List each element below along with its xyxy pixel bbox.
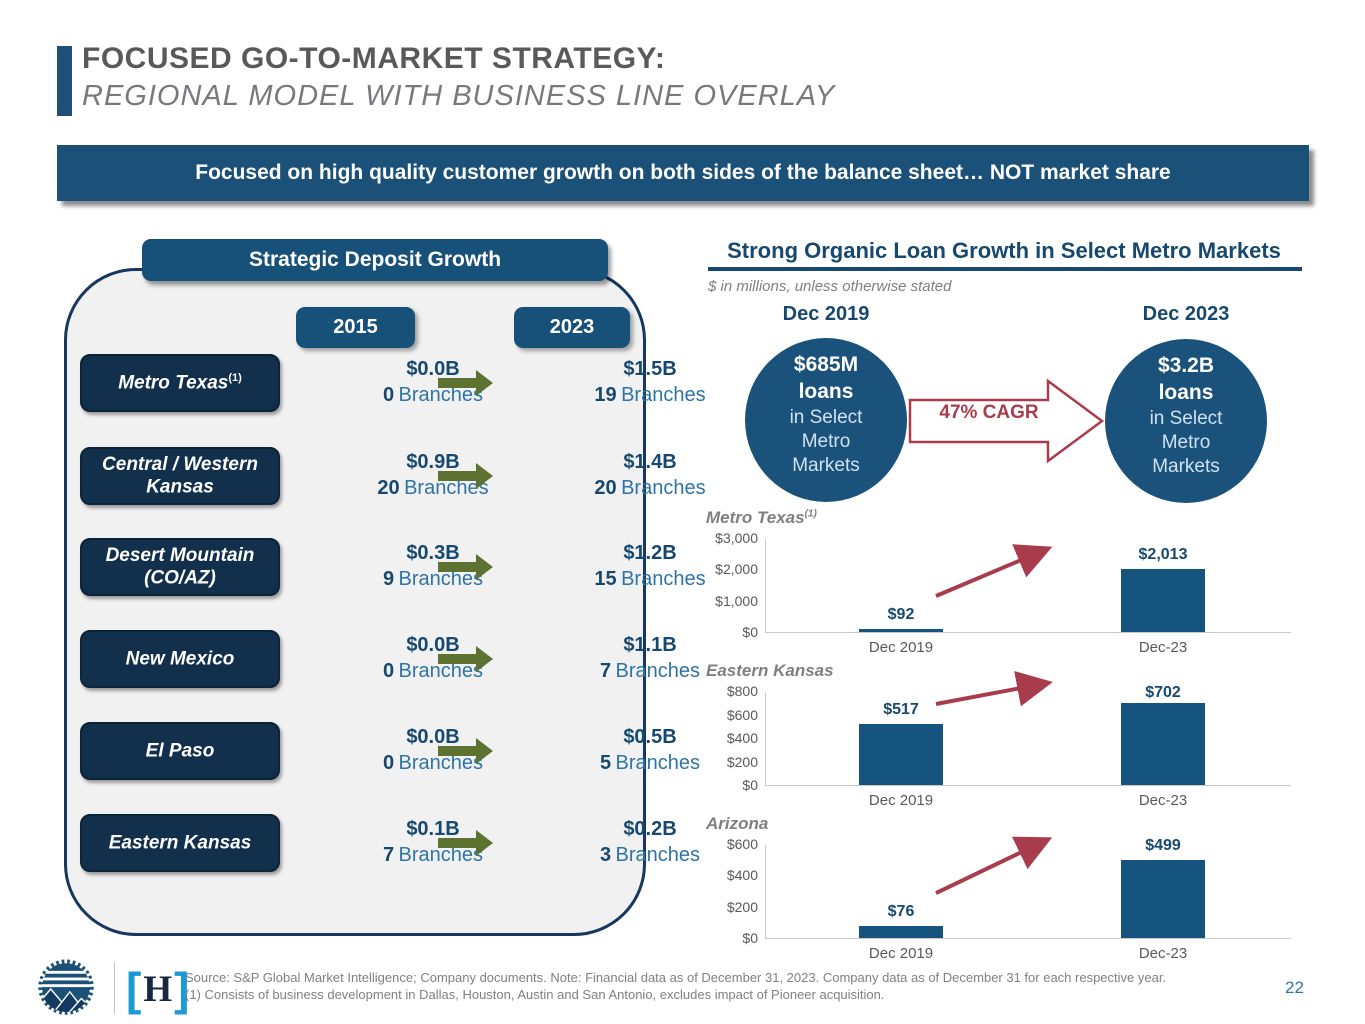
- value-2015: $0.9B 20 Branches: [377, 451, 489, 499]
- y-axis-tick: $3,000: [715, 530, 758, 546]
- loans-circle-dec-2023: $3.2B loans in Select Metro Markets: [1105, 339, 1267, 503]
- growth-arrow-icon: [438, 554, 494, 580]
- value-2023: $0.2B 3 Branches: [599, 818, 701, 866]
- x-axis-label: Dec-23: [1138, 792, 1188, 809]
- region-row-new-mexico: New Mexico $0.0B 0 Branches $1.1B 7 Bran…: [80, 630, 700, 688]
- growth-arrow-icon: [438, 463, 494, 489]
- bar-dec-2019: [859, 724, 943, 785]
- y-axis-tick: $400: [726, 867, 758, 884]
- y-axis-tick: $2,000: [715, 561, 758, 578]
- loan-growth-title-rule: [708, 267, 1302, 271]
- source-line-2: (1) Consists of business development in …: [185, 987, 885, 1002]
- y-axis-tick: $0: [742, 624, 758, 640]
- bar-value-label: $702: [1145, 684, 1181, 701]
- region-row-eastern-kansas: Eastern Kansas $0.1B 7 Branches $0.2B 3 …: [80, 814, 700, 872]
- bar-dec-2019: [859, 629, 943, 632]
- slide-subtitle: REGIONAL MODEL WITH BUSINESS LINE OVERLA…: [82, 80, 836, 112]
- bar-value-label: $517: [883, 701, 919, 719]
- region-row-desert-mountain: Desert Mountain (CO/AZ) $0.3B 9 Branches…: [80, 538, 706, 596]
- x-axis-label: Dec 2019: [868, 945, 934, 962]
- value-2023: $1.2B 15 Branches: [594, 542, 706, 590]
- value-2023: $1.1B 7 Branches: [599, 634, 701, 682]
- y-axis-tick: $800: [726, 683, 758, 699]
- bar-dec-23: [1121, 568, 1205, 632]
- trend-arrow-icon: [935, 544, 1053, 598]
- deposit-growth-header: Strategic Deposit Growth: [142, 239, 608, 281]
- column-header-2015: 2015: [296, 307, 415, 348]
- h-bracket-logo: [H]: [126, 963, 190, 1015]
- bar-dec-2019: [859, 926, 943, 938]
- units-note: $ in millions, unless otherwise stated: [708, 278, 952, 295]
- cagr-label: 47% CAGR: [939, 402, 1039, 423]
- key-message-banner: Focused on high quality customer growth …: [57, 145, 1309, 201]
- x-axis-label: Dec 2019: [868, 792, 934, 809]
- region-row-el-paso: El Paso $0.0B 0 Branches $0.5B 5 Branche…: [80, 722, 700, 780]
- chart-plot: $3,000 $2,000 $1,000 $0 $92 Dec 2019 $2,013 Dec…: [715, 530, 1291, 656]
- bar-value-label: $76: [887, 903, 915, 921]
- bar-dec-23: [1121, 859, 1205, 938]
- deposit-growth-header-label: Strategic Deposit Growth: [248, 248, 502, 271]
- chart-title: Arizona: [706, 814, 769, 833]
- region-label: Eastern Kansas: [80, 814, 280, 872]
- growth-arrow-icon: [438, 370, 494, 396]
- loan-growth-title: Strong Organic Loan Growth in Select Met…: [727, 238, 1281, 263]
- footer-logo-divider: [114, 962, 115, 1014]
- x-axis-label: Dec-23: [1138, 945, 1188, 962]
- y-axis-tick: $0: [742, 777, 758, 793]
- region-row-metro-texas: Metro Texas(1) $0.0B 0 Branches $1.5B 19…: [80, 354, 706, 412]
- value-2015: $0.0B 0 Branches: [382, 726, 484, 774]
- bar-value-label: $2,013: [1138, 545, 1188, 563]
- bar-dec-23: [1121, 702, 1205, 785]
- growth-arrow-icon: [438, 830, 494, 856]
- y-axis-tick: $0: [742, 930, 758, 946]
- growth-arrow-icon: [438, 646, 494, 672]
- cagr-arrow-icon: [908, 378, 1105, 464]
- x-axis-label: Dec-23: [1138, 639, 1188, 656]
- value-2023: $1.4B 20 Branches: [594, 451, 706, 499]
- region-label: Central / Western Kansas: [80, 447, 280, 505]
- y-axis-tick: $200: [726, 753, 758, 770]
- y-axis-tick: $200: [726, 898, 758, 915]
- growth-arrow-icon: [438, 738, 494, 764]
- source-note: Source: S&P Global Market Intelligence; …: [185, 969, 1245, 1003]
- period-label-dec-2019: Dec 2019: [782, 303, 870, 325]
- region-row-central-western-kansas: Central / Western Kansas $0.9B 20 Branch…: [80, 447, 706, 505]
- page-number: 22: [1285, 978, 1304, 997]
- region-label: New Mexico: [80, 630, 280, 688]
- y-axis-tick: $600: [726, 706, 758, 723]
- value-2023: $1.5B 19 Branches: [594, 358, 706, 406]
- region-label: Metro Texas(1): [80, 354, 280, 412]
- slide-title: FOCUSED GO-TO-MARKET STRATEGY:: [82, 42, 666, 75]
- bar-value-label: $92: [887, 606, 915, 623]
- region-label: Desert Mountain (CO/AZ): [80, 538, 280, 596]
- value-2015: $0.0B 0 Branches: [382, 358, 484, 406]
- chart-arizona: Arizona $600 $400 $200 $0 $76 Dec 2019 $499 Dec…: [706, 814, 1306, 966]
- region-label: El Paso: [80, 722, 280, 780]
- y-axis-tick: $400: [726, 730, 758, 746]
- company-seal-logo: [38, 959, 94, 1015]
- chart-title: Eastern Kansas: [706, 661, 834, 680]
- value-2015: $0.3B 9 Branches: [382, 542, 484, 590]
- bar-value-label: $499: [1145, 837, 1181, 854]
- chart-plot: $600 $400 $200 $0 $76 Dec 2019 $499 Dec-23: [727, 836, 1291, 962]
- value-2023: $0.5B 5 Branches: [599, 726, 701, 774]
- value-2015: $0.0B 0 Branches: [382, 634, 484, 682]
- y-axis-tick: $600: [726, 836, 758, 852]
- y-axis-tick: $1,000: [715, 592, 758, 609]
- source-line-1: Source: S&P Global Market Intelligence; …: [185, 970, 1167, 985]
- key-message-text: Focused on high quality customer growth …: [195, 161, 1171, 184]
- period-label-dec-2023: Dec 2023: [1142, 303, 1230, 325]
- loans-circle-dec-2019: $685M loans in Select Metro Markets: [745, 338, 907, 502]
- chart-title: Metro Texas(1): [706, 508, 817, 527]
- chart-plot: $800 $600 $400 $200 $0 $517 Dec 2019 $702 Dec-23: [727, 670, 1291, 809]
- column-header-2023: 2023: [514, 307, 630, 348]
- chart-eastern-kansas: Eastern Kansas $800 $600 $400 $200 $0 $517 Dec…: [706, 661, 1306, 813]
- x-axis-label: Dec 2019: [868, 639, 934, 656]
- value-2015: $0.1B 7 Branches: [382, 818, 484, 866]
- title-accent-bar: [57, 46, 72, 116]
- chart-metro-texas: Metro Texas(1) $3,000 $2,000 $1,000 $0 $92 De…: [706, 508, 1306, 660]
